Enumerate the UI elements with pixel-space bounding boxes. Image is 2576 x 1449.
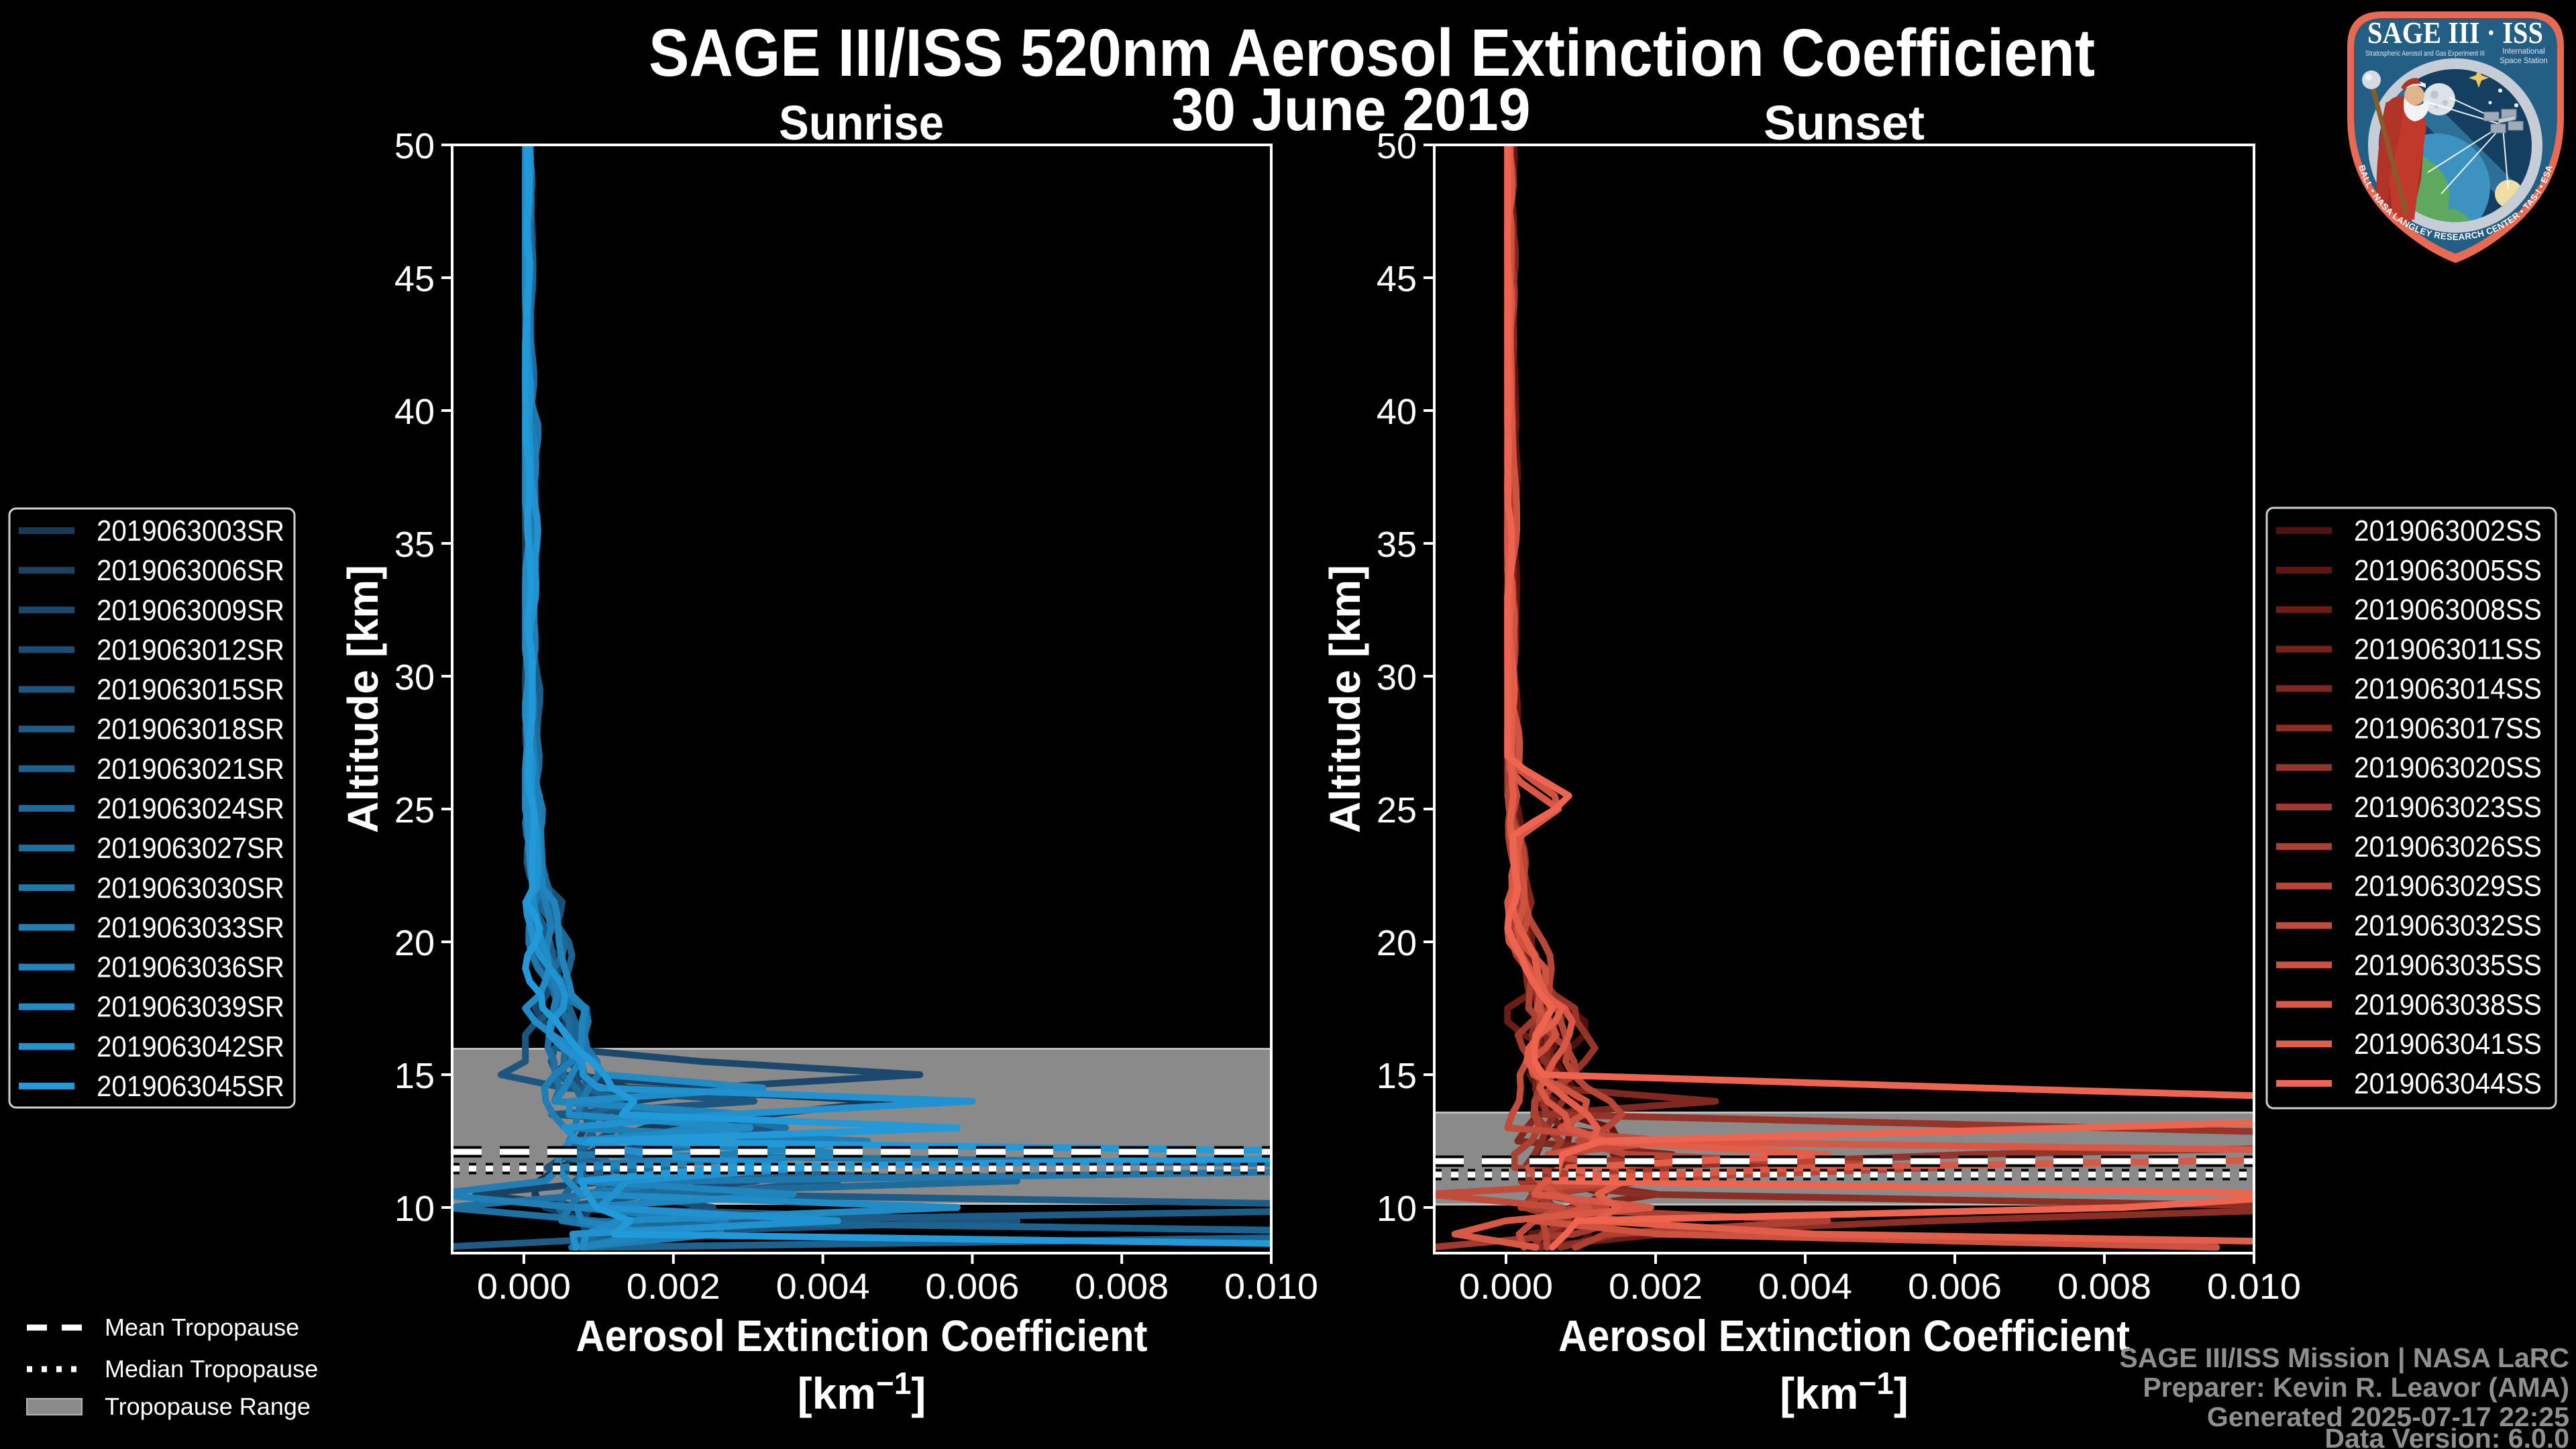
svg-text:2019063014SS: 2019063014SS [2354,672,2542,705]
svg-text:2019063003SR: 2019063003SR [97,515,284,547]
svg-text:2019063041SS: 2019063041SS [2354,1028,2542,1061]
svg-text:15: 15 [1377,1056,1417,1096]
svg-text:30 June 2019: 30 June 2019 [1172,76,1531,144]
svg-text:2019063042SR: 2019063042SR [97,1030,284,1063]
svg-text:2019063008SS: 2019063008SS [2354,594,2542,627]
svg-text:Space Station: Space Station [2500,57,2548,65]
svg-text:Aerosol Extinction Coefficient: Aerosol Extinction Coefficient [1558,1311,2130,1360]
svg-text:2019063044SS: 2019063044SS [2354,1067,2542,1100]
svg-text:Tropopause Range: Tropopause Range [105,1393,311,1420]
svg-text:40: 40 [1377,392,1417,432]
svg-text:50: 50 [1377,126,1417,166]
svg-text:Altitude [km]: Altitude [km] [1321,565,1369,833]
svg-text:0.002: 0.002 [627,1267,720,1307]
svg-text:Sunrise: Sunrise [779,97,944,150]
svg-text:2019063012SR: 2019063012SR [97,633,284,666]
svg-text:15: 15 [394,1056,435,1096]
svg-text:2019063039SR: 2019063039SR [97,991,284,1024]
svg-text:Aerosol Extinction Coefficient: Aerosol Extinction Coefficient [576,1311,1148,1360]
svg-text:45: 45 [1377,259,1417,299]
svg-text:Generated 2025-07-17 22:25: Generated 2025-07-17 22:25 [2207,1401,2569,1432]
svg-text:International: International [2502,48,2544,56]
svg-text:30: 30 [1377,657,1417,698]
svg-text:Preparer: Kevin R. Leavor (AMA: Preparer: Kevin R. Leavor (AMA) [2143,1372,2569,1403]
svg-text:SAGE III/ISS Mission | NASA La: SAGE III/ISS Mission | NASA LaRC [2119,1342,2569,1373]
svg-text:2019063024SR: 2019063024SR [97,792,284,825]
svg-text:2019063030SR: 2019063030SR [97,871,284,904]
svg-text:2019063002SS: 2019063002SS [2354,515,2542,547]
svg-text:Mean Tropopause: Mean Tropopause [105,1313,299,1341]
svg-text:2019063006SR: 2019063006SR [97,554,284,587]
svg-text:20: 20 [1377,923,1417,963]
svg-text:30: 30 [394,657,435,698]
svg-text:2019063036SR: 2019063036SR [97,951,284,984]
svg-text:0.010: 0.010 [1224,1267,1318,1307]
svg-text:Sunset: Sunset [1764,97,1925,150]
svg-text:2019063009SR: 2019063009SR [97,594,284,627]
svg-text:35: 35 [394,525,435,565]
svg-text:50: 50 [394,126,435,166]
svg-text:2019063023SS: 2019063023SS [2354,791,2542,824]
svg-text:45: 45 [394,259,435,299]
svg-text:0.010: 0.010 [2207,1267,2301,1307]
svg-text:Stratospheric Aerosol and Gas: Stratospheric Aerosol and Gas Experiment… [2365,50,2485,58]
svg-text:Altitude [km]: Altitude [km] [339,565,387,833]
svg-text:2019063026SS: 2019063026SS [2354,830,2542,863]
svg-text:0.004: 0.004 [1758,1267,1852,1307]
svg-text:10: 10 [394,1189,435,1229]
svg-text:0.006: 0.006 [1908,1267,2002,1307]
svg-text:2019063038SS: 2019063038SS [2354,988,2542,1021]
svg-text:40: 40 [394,392,435,432]
svg-text:0.004: 0.004 [776,1267,870,1307]
svg-text:2019063033SR: 2019063033SR [97,911,284,944]
svg-text:2019063011SS: 2019063011SS [2354,633,2542,666]
svg-text:0.008: 0.008 [1075,1267,1169,1307]
svg-text:Data Version: 6.0.0: Data Version: 6.0.0 [2324,1423,2569,1449]
svg-text:2019063015SR: 2019063015SR [97,674,284,706]
svg-text:25: 25 [394,790,435,830]
svg-text:SAGE III/ISS 520nm Aerosol Ext: SAGE III/ISS 520nm Aerosol Extinction Co… [649,15,2095,91]
svg-text:25: 25 [1377,790,1417,830]
svg-text:0.002: 0.002 [1609,1267,1703,1307]
svg-text:0.000: 0.000 [477,1267,571,1307]
svg-text:2019063035SS: 2019063035SS [2354,949,2542,981]
svg-text:0.006: 0.006 [925,1267,1019,1307]
svg-text:0.008: 0.008 [2057,1267,2151,1307]
svg-text:10: 10 [1377,1189,1417,1229]
svg-text:2019063018SR: 2019063018SR [97,713,284,746]
svg-text:2019063032SS: 2019063032SS [2354,910,2542,943]
svg-text:2019063045SR: 2019063045SR [97,1070,284,1103]
svg-text:2019063005SS: 2019063005SS [2354,554,2542,587]
svg-text:SAGE III · ISS: SAGE III · ISS [2367,15,2543,50]
svg-text:2019063021SR: 2019063021SR [97,753,284,786]
svg-text:35: 35 [1377,525,1417,565]
svg-text:2019063029SS: 2019063029SS [2354,870,2542,903]
svg-text:2019063027SR: 2019063027SR [97,832,284,865]
svg-text:20: 20 [394,923,435,963]
svg-text:Median Tropopause: Median Tropopause [105,1355,318,1383]
svg-text:2019063020SS: 2019063020SS [2354,751,2542,784]
svg-text:0.000: 0.000 [1459,1267,1553,1307]
svg-text:2019063017SS: 2019063017SS [2354,712,2542,745]
